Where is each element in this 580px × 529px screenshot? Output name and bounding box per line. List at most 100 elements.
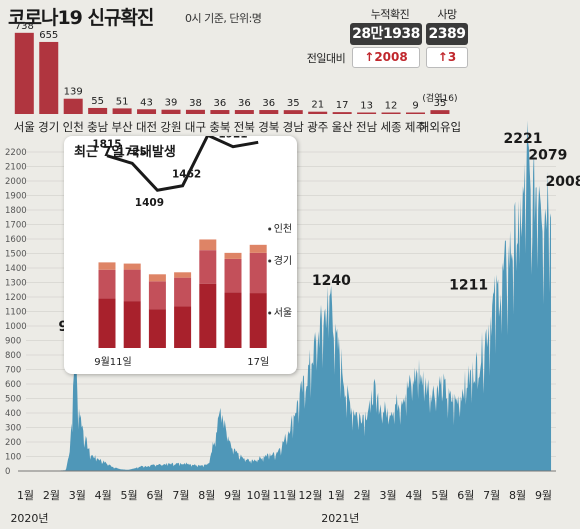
region-value-label: 655 [39, 30, 58, 41]
region-value-label: 17 [336, 100, 349, 111]
region-bar [332, 112, 352, 114]
inset-series-label: 서울 [274, 307, 292, 319]
region-name-label: 서울 [14, 120, 35, 134]
region-bar [63, 98, 83, 114]
peak-label: 2008 [546, 174, 580, 190]
region-bar [406, 112, 425, 114]
y-tick-label: 1600 [5, 235, 27, 245]
month-tick-label: 7월 [483, 489, 500, 502]
cumulative-value-box: 28만1938 [350, 23, 422, 45]
month-tick-label: 5월 [431, 489, 448, 502]
region-value-label: 39 [165, 98, 178, 109]
region-value-label: 35 [434, 98, 447, 109]
region-name-label: 제주 [405, 120, 426, 134]
prev-day-label: 전일대비 [306, 52, 346, 65]
peak-label: 1211 [449, 277, 488, 293]
region-name-label: 충북 [209, 120, 230, 134]
y-tick-label: 1500 [5, 250, 27, 260]
month-tick-label: 1월 [328, 489, 345, 502]
region-bar [234, 110, 254, 114]
region-value-label: 36 [238, 98, 251, 109]
inset-bar-segment [123, 301, 141, 348]
inset-series-marker [268, 227, 272, 231]
inset-bar-segment [174, 277, 192, 307]
region-bar [283, 110, 303, 114]
region-name-label: 경남 [283, 120, 305, 134]
inset-bar-segment [148, 274, 166, 282]
deaths-value: 2389 [428, 26, 466, 42]
deaths-value-box: 2389 [426, 23, 468, 45]
region-bar [381, 112, 401, 114]
inset-line-label: 1921 [218, 136, 247, 141]
deaths-label: 사망 [437, 8, 457, 21]
region-name-label: 대구 [185, 120, 206, 134]
inset-total-line [106, 133, 259, 192]
year-label: 2021년 [321, 512, 359, 525]
region-name-label: 경북 [258, 120, 279, 134]
inset-series-label: 인천 [274, 223, 292, 235]
region-bar [39, 41, 59, 115]
inset-bar-segment [98, 269, 116, 299]
inset-bar-segment [199, 283, 217, 348]
y-tick-label: 2200 [5, 148, 27, 158]
month-tick-label: 9월 [224, 489, 241, 502]
cumulative-value: 28만1938 [352, 26, 420, 42]
page-title: 코로나19 신규확진 [8, 7, 154, 29]
inset-bar-segment [174, 272, 192, 278]
region-name-label: 부산 [112, 120, 134, 134]
inset-bar-segment [199, 250, 217, 284]
year-label: 2020년 [10, 512, 48, 525]
month-tick-label: 3월 [69, 489, 86, 502]
region-name-label: 전남 [356, 120, 378, 134]
region-value-label: 36 [262, 98, 275, 109]
region-bar [357, 112, 377, 114]
y-tick-label: 1400 [5, 264, 27, 274]
region-name-label: 대전 [136, 120, 157, 134]
inset-bar-segment [224, 292, 242, 348]
inset-line-label: 1725 [118, 146, 147, 158]
region-name-label: 충남 [87, 120, 109, 134]
cumulative-label: 누적확진 [370, 8, 410, 21]
inset-series-marker [268, 259, 272, 263]
y-tick-label: 2100 [5, 163, 27, 173]
y-tick-label: 1700 [5, 221, 27, 231]
peak-label: 1240 [312, 273, 351, 289]
inset-bar-segment [199, 239, 217, 251]
month-tick-label: 10월 [247, 489, 271, 502]
inset-line-label: 1815 [92, 139, 121, 151]
region-bar [210, 110, 230, 114]
inset-chart: 최근 7일 국내발생9월11일17일1815172514091462205619… [74, 117, 292, 368]
region-value-label: 43 [140, 97, 153, 108]
inset-bar-segment [174, 306, 192, 348]
inset-bar-segment [224, 258, 242, 293]
inset-date-label: 9월11일 [94, 356, 132, 368]
region-value-label: 738 [15, 21, 34, 32]
region-bar [430, 110, 450, 114]
month-tick-label: 9월 [535, 489, 552, 502]
inset-series-marker [268, 311, 272, 315]
month-tick-label: 1월 [17, 489, 34, 502]
y-tick-label: 1900 [5, 192, 27, 202]
region-name-label: 전북 [234, 120, 255, 134]
region-bar [161, 109, 181, 114]
region-value-label: 55 [91, 96, 104, 107]
region-bar [88, 107, 108, 114]
inset-series-label: 경기 [274, 254, 292, 267]
y-tick-label: 0 [5, 467, 10, 477]
month-tick-label: 3월 [380, 489, 397, 502]
peak-label: 2079 [528, 148, 567, 164]
month-tick-label: 4월 [95, 489, 112, 502]
month-tick-label: 7월 [172, 489, 189, 502]
region-value-label: 35 [287, 98, 300, 109]
inset-bar-segment [123, 269, 141, 302]
inset-bar-segment [224, 252, 242, 259]
region-bar [185, 109, 205, 114]
inset-bar-segment [98, 262, 116, 270]
y-tick-label: 1200 [5, 293, 27, 303]
y-tick-label: 1300 [5, 279, 27, 289]
month-tick-label: 11월 [272, 489, 296, 502]
region-name-label: 경기 [38, 120, 59, 134]
region-bar [308, 111, 328, 114]
